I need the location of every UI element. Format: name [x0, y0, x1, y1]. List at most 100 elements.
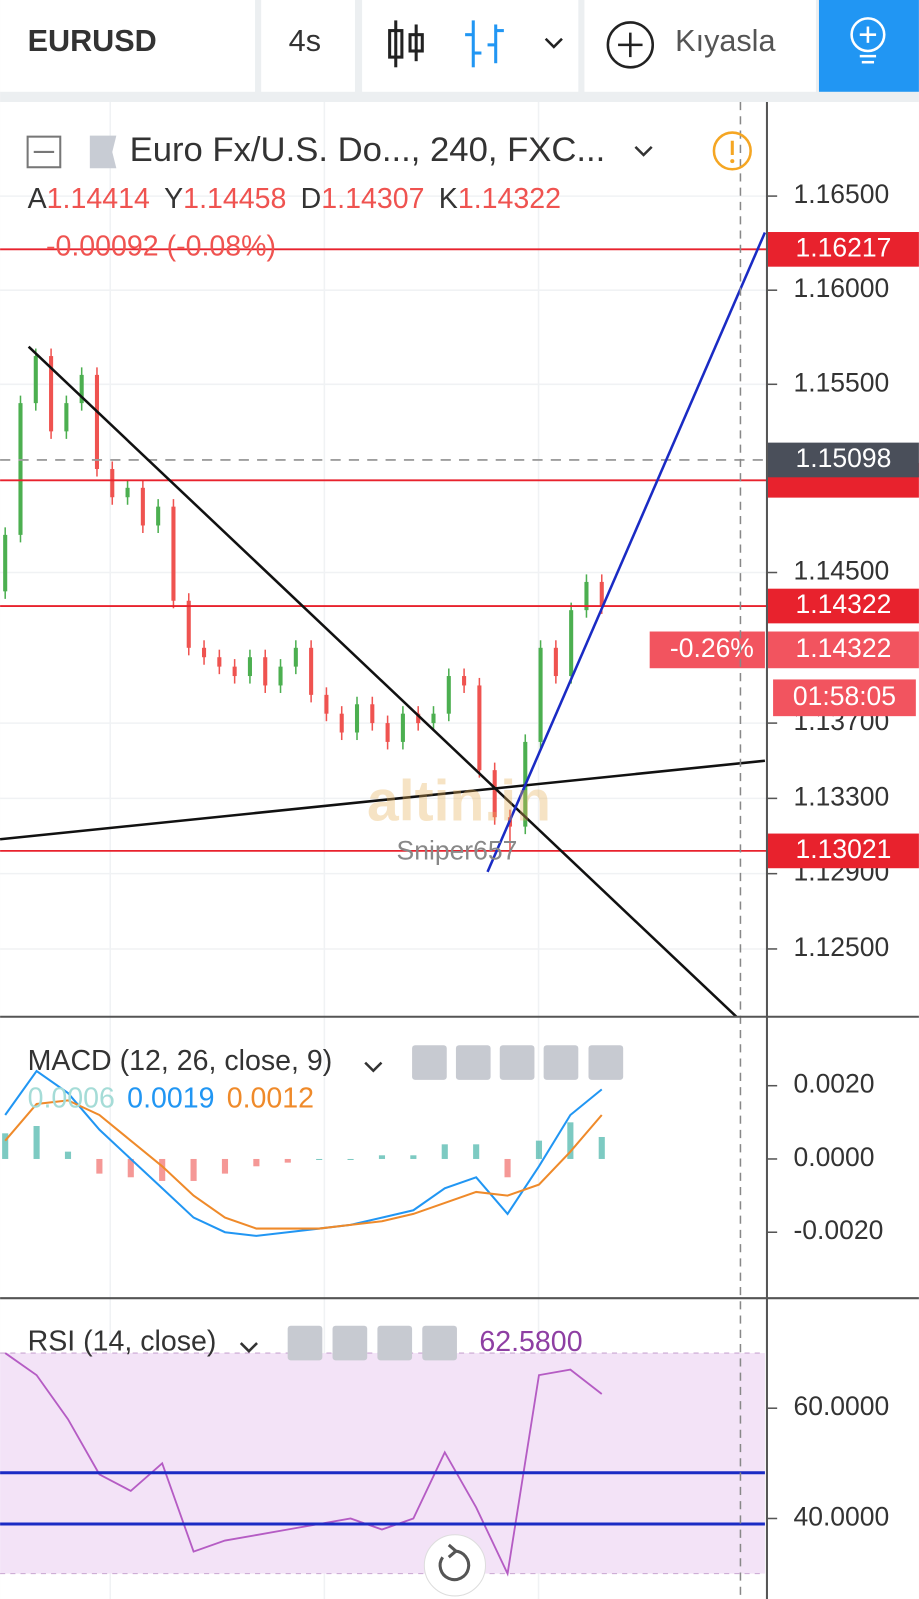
candle-body — [33, 356, 38, 404]
y-tick-label: 40.0000 — [793, 1501, 889, 1531]
histogram-bar — [567, 1122, 574, 1159]
price-label: 1.13021 — [796, 834, 892, 864]
candle-body — [278, 666, 283, 686]
ohlc-value: 1.14414 — [47, 182, 150, 214]
chart-title: Euro Fx/U.S. Do..., 240, FXC... — [130, 131, 606, 169]
rsi-last: 62.5800 — [479, 1326, 582, 1358]
change-label: -0.26% — [670, 633, 754, 663]
ohlc-key: Y — [164, 182, 183, 214]
histogram-bar — [535, 1140, 543, 1159]
interval-button[interactable] — [261, 0, 355, 92]
price-label-box — [767, 232, 919, 267]
macd-line — [4, 1099, 603, 1230]
candle-body — [94, 374, 100, 469]
y-tick-label: 0.0020 — [793, 1069, 874, 1099]
candle-body — [293, 647, 298, 667]
macd-pane: 0.0020 0.0000 -0.0020 — [2, 1069, 883, 1245]
drawings — [0, 232, 767, 1018]
candle-body — [385, 723, 390, 742]
histogram-bar — [96, 1158, 103, 1174]
candle-body — [263, 657, 268, 686]
candle-body — [354, 704, 360, 733]
chevron — [239, 1342, 258, 1353]
price-label: 1.15098 — [796, 443, 892, 473]
refresh-button[interactable] — [423, 1534, 487, 1597]
candle-body — [553, 647, 558, 677]
ohlc-value: 1.14322 — [458, 182, 561, 214]
histogram-bar — [598, 1136, 605, 1159]
chart-style-button[interactable] — [362, 0, 579, 92]
y-tick-label: 1.12500 — [793, 932, 889, 962]
candle-body — [309, 647, 314, 695]
candle-body — [569, 610, 574, 677]
candle-body — [492, 770, 497, 818]
symbol: EURUSD — [28, 24, 157, 58]
histogram-bar — [159, 1158, 166, 1181]
change-box — [649, 631, 765, 669]
candle-body — [462, 676, 467, 686]
symbol-button[interactable] — [0, 0, 256, 92]
alert-icon[interactable] — [712, 131, 752, 171]
macd-line — [4, 1069, 603, 1237]
candle-body — [217, 657, 222, 667]
chevron — [364, 1061, 383, 1073]
flag-icon — [89, 135, 117, 169]
author: Sniper657 — [397, 836, 518, 866]
candle-body — [140, 487, 145, 526]
y-tick-label: 0.0000 — [793, 1142, 874, 1172]
histogram-bar — [347, 1158, 354, 1160]
histogram-bar — [378, 1155, 386, 1159]
rsi-pane: 60.0000 40.0000 — [0, 1352, 889, 1577]
histogram-bar — [316, 1158, 323, 1160]
ohlc-legend: A1.14414 Y1.14458 D1.14307 K1.14322 — [28, 182, 561, 214]
price-label-box — [767, 833, 919, 869]
candle-body — [125, 487, 130, 498]
histogram-bar — [2, 1133, 9, 1159]
candle-body — [370, 704, 375, 724]
histogram-bar — [221, 1158, 229, 1174]
y-tick-label: 1.15500 — [793, 367, 889, 397]
candle-body — [599, 581, 604, 607]
ohlc-key: D — [301, 182, 322, 214]
countdown-box — [773, 679, 916, 717]
macd-values: 0.0006 0.0019 0.0012 — [28, 1082, 314, 1114]
bulb-icon — [850, 17, 886, 64]
candle-body — [339, 713, 344, 733]
histogram-bar — [127, 1158, 134, 1178]
macd-value: 0.0019 — [127, 1082, 214, 1114]
candle-body — [431, 713, 436, 724]
macd-value: 0.0012 — [227, 1082, 314, 1114]
histogram-bar — [284, 1158, 291, 1163]
y-tick-label: 1.13300 — [793, 781, 889, 811]
rsi-icons[interactable] — [287, 1325, 457, 1361]
candle-body — [232, 666, 237, 677]
change: -0.00092 (-0.08%) — [46, 230, 276, 262]
ohlc-value: 1.14458 — [183, 182, 286, 214]
price-label: 1.14322 — [796, 589, 892, 619]
candle-body — [64, 403, 69, 432]
candle-body — [186, 600, 191, 648]
countdown: 01:58:05 — [793, 681, 896, 711]
ideas-button[interactable] — [818, 0, 919, 92]
macd-icons[interactable] — [412, 1045, 624, 1080]
chevron — [634, 145, 653, 157]
bars-icon — [465, 20, 504, 68]
candle-body — [3, 534, 8, 592]
candle-body — [202, 647, 207, 658]
candle-body — [18, 403, 23, 535]
price-label-box — [767, 442, 919, 478]
collapse-icon[interactable] — [26, 135, 62, 169]
y-tick-label: 60.0000 — [793, 1391, 889, 1421]
compare-label: Kıyasla — [675, 24, 775, 58]
rsi-title: RSI (14, close) — [28, 1326, 217, 1358]
ohlc-value: 1.14307 — [321, 182, 424, 214]
rsi-value: 62.5800 — [479, 1326, 582, 1358]
y-tick-label: 1.14500 — [793, 556, 889, 586]
candle-body — [584, 581, 589, 611]
candle-body — [156, 506, 161, 526]
candle-body — [446, 676, 451, 714]
macd-hist-value: 0.0006 — [28, 1082, 115, 1114]
candle-icon — [388, 20, 424, 68]
